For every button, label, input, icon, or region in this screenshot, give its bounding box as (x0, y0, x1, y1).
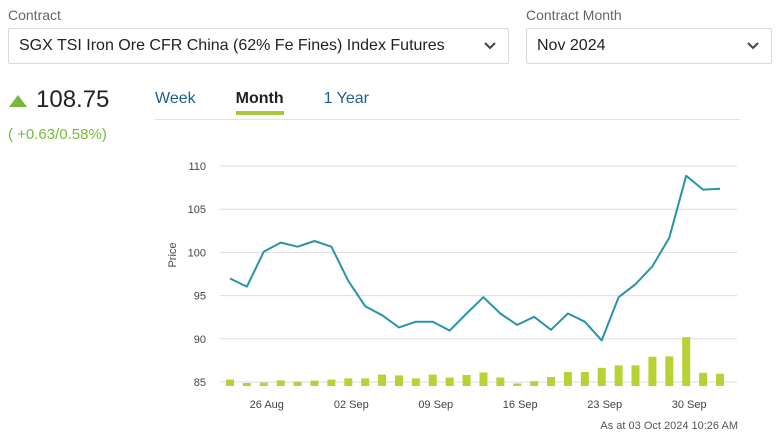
contract-select[interactable]: SGX TSI Iron Ore CFR China (62% Fe Fines… (8, 28, 509, 64)
triangle-up-icon (9, 95, 27, 107)
x-tick-label: 30 Sep (672, 399, 707, 411)
volume-bar (614, 365, 623, 386)
volume-bar (394, 375, 403, 386)
last-price: 108.75 (36, 86, 110, 113)
tabs-divider (155, 119, 740, 120)
volume-bar (597, 367, 606, 386)
contract-month-value: Nov 2024 (537, 37, 606, 54)
volume-bar (682, 337, 691, 386)
volume-bar (580, 372, 589, 386)
y-tick-label: 105 (188, 204, 206, 216)
volume-bar (462, 375, 471, 386)
x-tick-label: 23 Sep (587, 399, 622, 411)
volume-bar (344, 378, 353, 386)
contract-label: Contract (8, 7, 61, 23)
volume-bar (259, 382, 268, 386)
volume-bar (361, 378, 370, 386)
volume-bar (699, 372, 708, 386)
period-tabs: Week Month 1 Year (155, 90, 409, 115)
volume-bar (378, 374, 387, 386)
chevron-down-icon (747, 42, 759, 50)
volume-bar (411, 378, 420, 386)
y-tick-label: 90 (194, 334, 206, 346)
volume-bar (226, 379, 234, 386)
volume-bar (242, 383, 251, 386)
contract-value: SGX TSI Iron Ore CFR China (62% Fe Fines… (19, 37, 445, 54)
volume-bar (327, 379, 336, 386)
price-change: ( +0.63/0.58%) (8, 126, 107, 143)
volume-bar (445, 377, 454, 386)
volume-bar (716, 373, 724, 386)
volume-bar (496, 377, 505, 386)
y-tick-label: 110 (188, 161, 206, 173)
volume-bar (479, 372, 488, 386)
x-tick-label: 09 Sep (418, 399, 453, 411)
volume-bar (665, 356, 674, 386)
volume-bar (631, 365, 640, 386)
contract-month-select[interactable]: Nov 2024 (526, 28, 772, 64)
chevron-down-icon (484, 42, 496, 50)
volume-bar (648, 356, 657, 386)
y-axis-label: Price (167, 242, 179, 267)
price-line-series (229, 174, 721, 342)
y-tick-label: 100 (188, 247, 206, 259)
tab-month[interactable]: Month (235, 90, 284, 115)
volume-bar (428, 374, 437, 386)
tab-week[interactable]: Week (155, 90, 196, 107)
volume-bar (513, 383, 522, 386)
quote-panel: 108.75 ( +0.63/0.58%) (8, 86, 109, 143)
volume-bar (530, 381, 539, 386)
volume-bar (547, 377, 556, 386)
x-tick-label: 16 Sep (503, 399, 538, 411)
y-tick-label: 95 (194, 291, 206, 303)
timestamp: As at 03 Oct 2024 10:26 AM (600, 420, 738, 432)
x-tick-label: 26 Aug (250, 399, 284, 411)
tab-1-year[interactable]: 1 Year (323, 90, 369, 107)
contract-month-label: Contract Month (526, 7, 622, 23)
volume-bar (310, 380, 319, 386)
x-tick-label: 02 Sep (334, 399, 369, 411)
volume-bar (276, 380, 285, 386)
y-tick-label: 85 (194, 377, 206, 389)
volume-bar (563, 372, 572, 386)
volume-bar (293, 381, 302, 386)
